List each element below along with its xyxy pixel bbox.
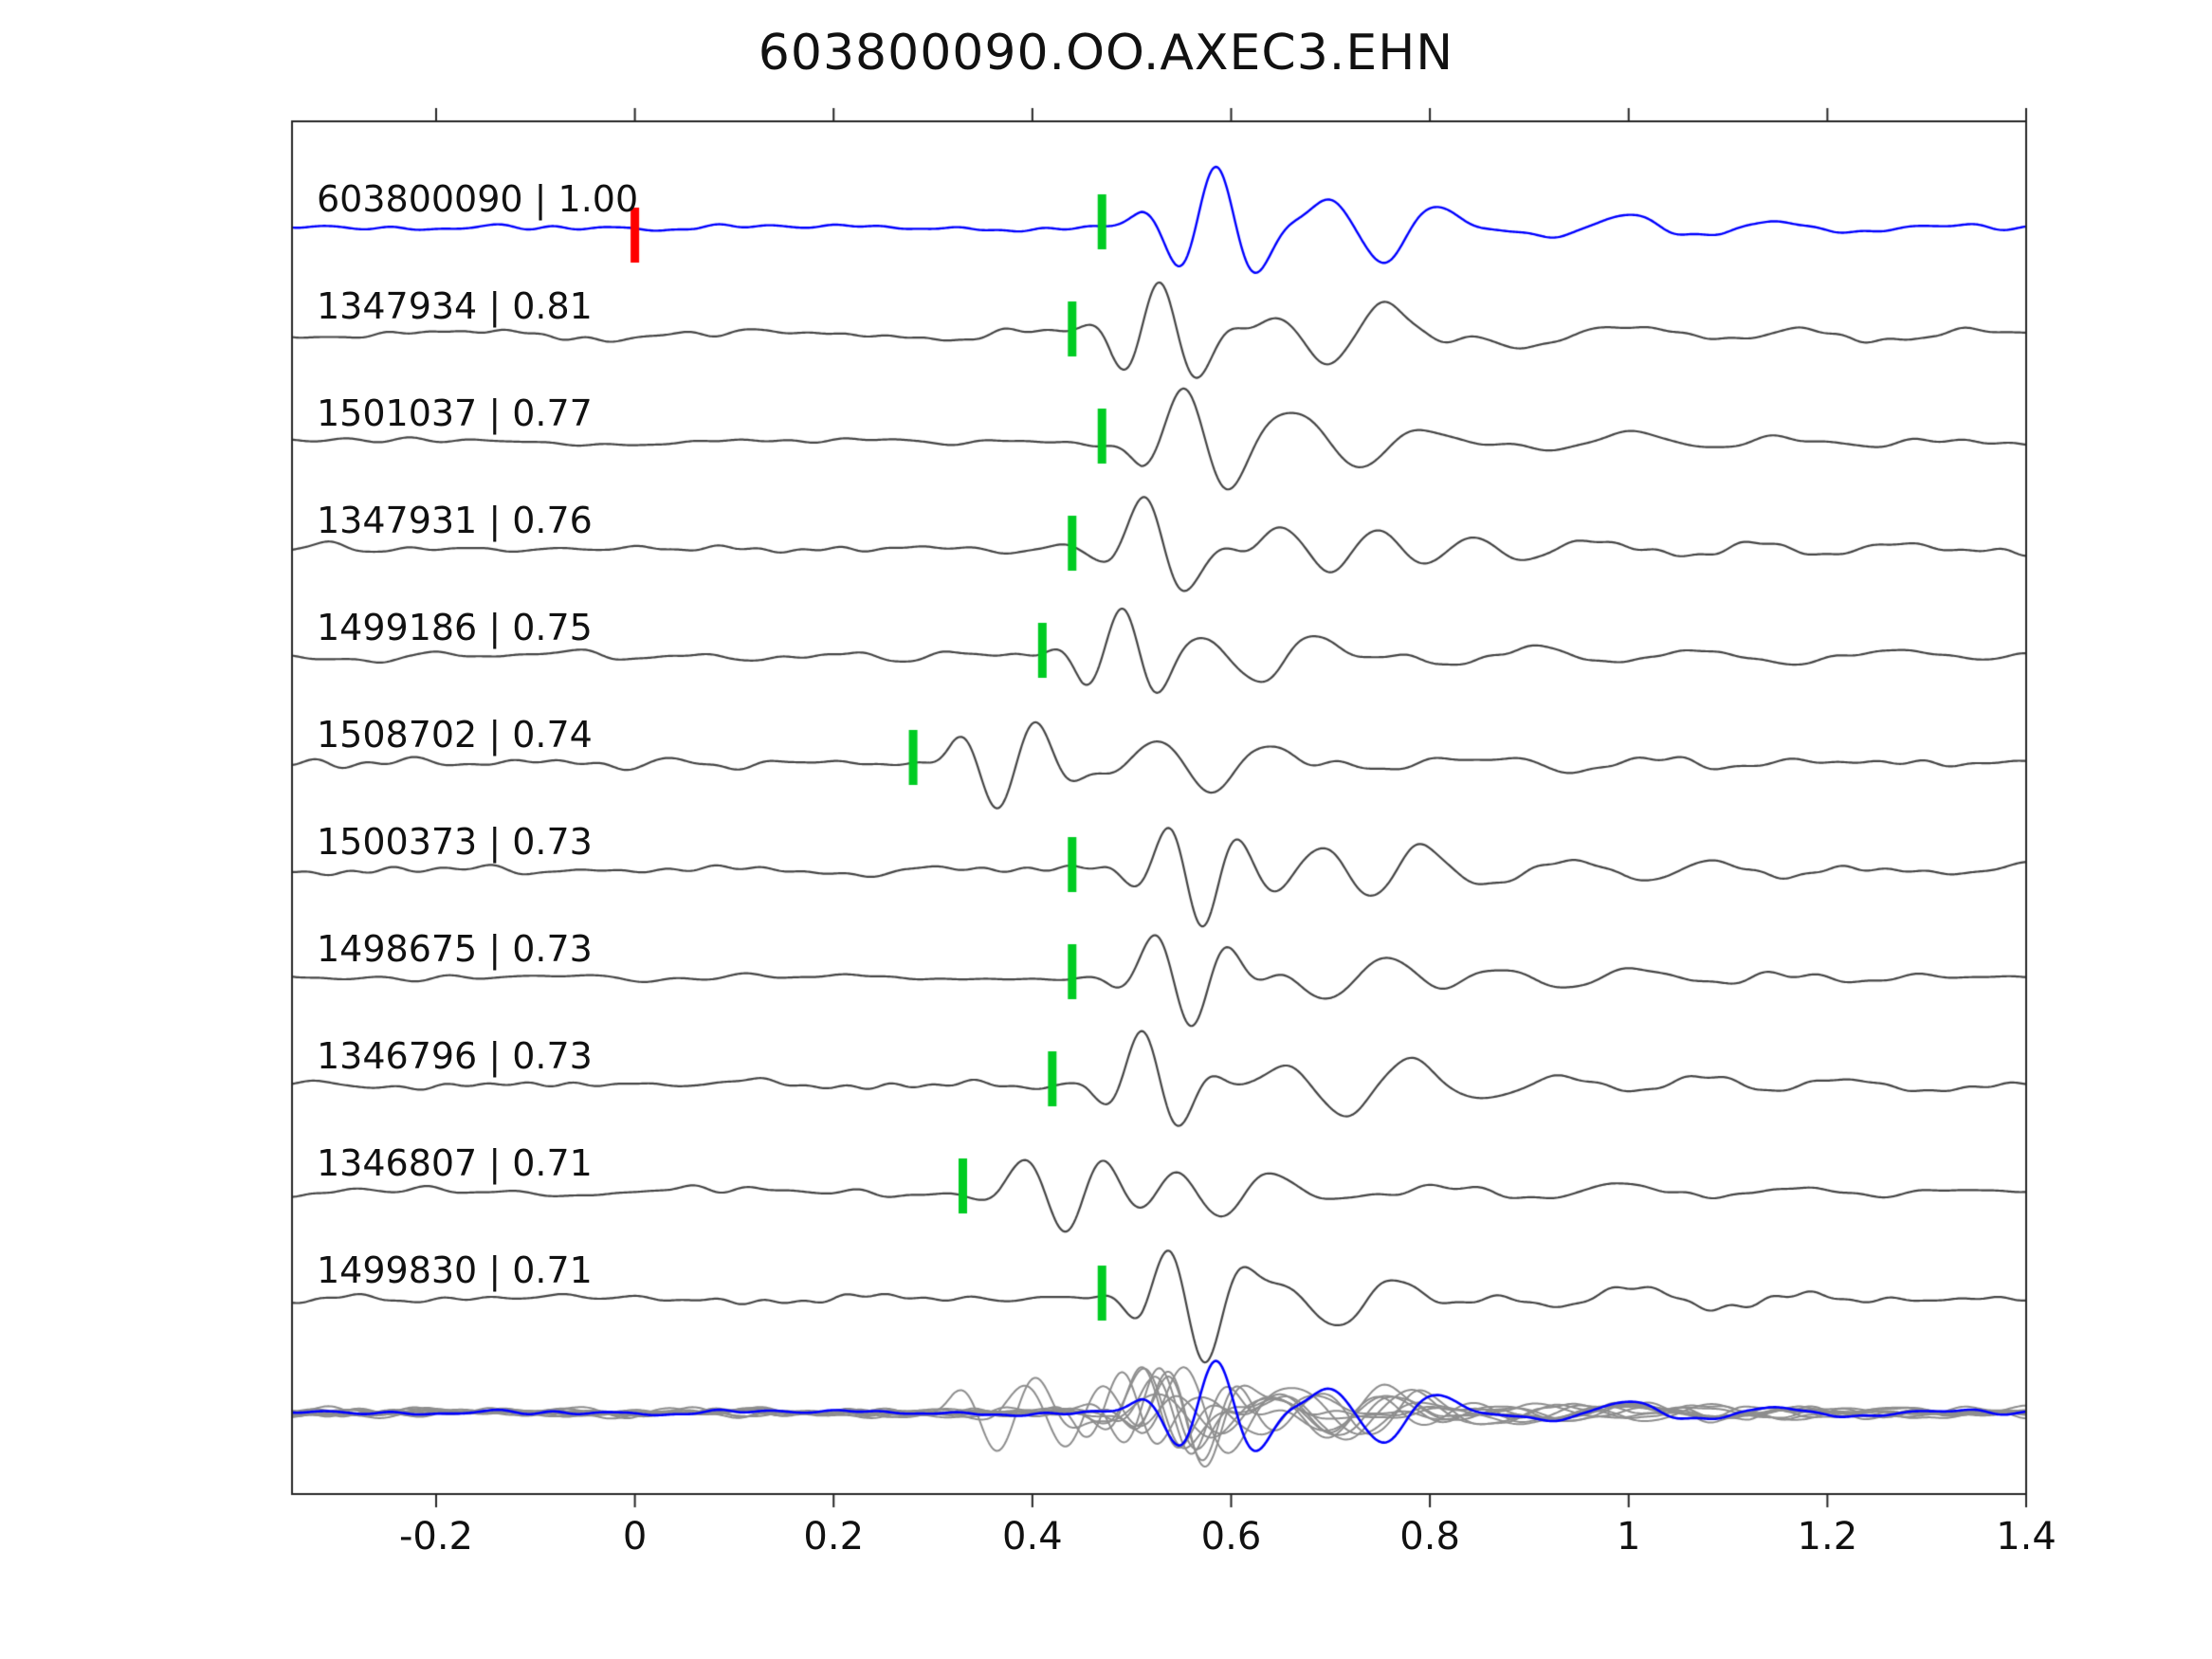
x-tick-label: -0.2 — [398, 1515, 473, 1559]
trace-label: 1501037 | 0.77 — [317, 392, 593, 434]
x-tick-label: 0.6 — [1200, 1515, 1262, 1559]
plot-title: 603800090.OO.AXEC3.EHN — [758, 25, 1454, 82]
x-tick-label: 1.2 — [1797, 1515, 1858, 1559]
x-tick-label: 0.8 — [1399, 1515, 1460, 1559]
trace-label: 1346796 | 0.73 — [317, 1035, 593, 1077]
trace-label: 603800090 | 1.00 — [317, 178, 639, 220]
x-tick-label: 1.4 — [1996, 1515, 2057, 1559]
x-tick-label: 0 — [622, 1515, 648, 1559]
trace-label: 1499830 | 0.71 — [317, 1249, 593, 1291]
x-tick-label: 1 — [1617, 1515, 1641, 1559]
trace-label: 1508702 | 0.74 — [317, 714, 593, 756]
x-tick-label: 0.2 — [803, 1515, 865, 1559]
trace-label: 1347931 | 0.76 — [317, 500, 593, 541]
trace-label: 1347934 | 0.81 — [317, 285, 593, 327]
trace-label: 1346807 | 0.71 — [317, 1142, 593, 1184]
x-tick-label: 0.4 — [1002, 1515, 1063, 1559]
trace-label: 1499186 | 0.75 — [317, 607, 593, 648]
trace-label: 1498675 | 0.73 — [317, 928, 593, 970]
trace-label: 1500373 | 0.73 — [317, 821, 593, 863]
